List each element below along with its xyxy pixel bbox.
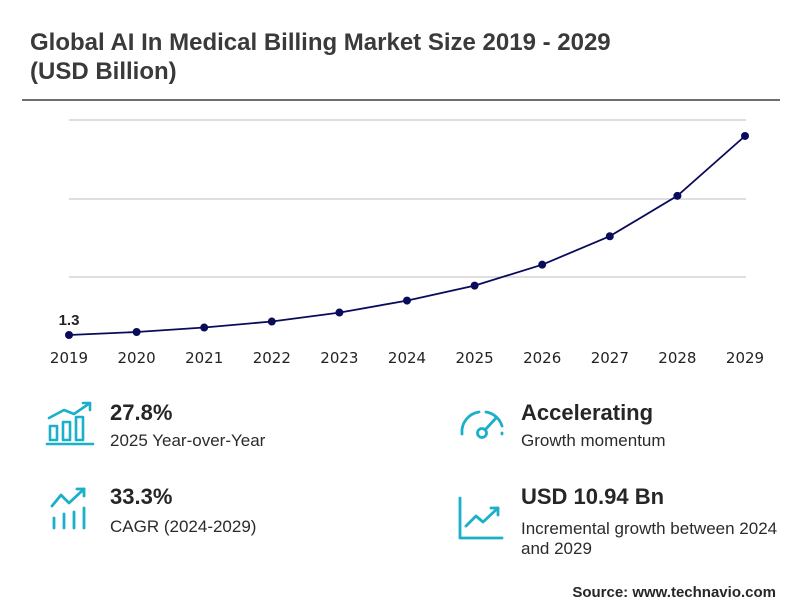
line-chart: 2019 2020 2021 2022 2023 2024 2025 2026 2027 2028… bbox=[50, 119, 764, 367]
data-point-2027 bbox=[605, 232, 614, 241]
line-growth-icon bbox=[458, 496, 504, 540]
data-point-2020 bbox=[132, 328, 141, 337]
series-line bbox=[68, 135, 746, 336]
data-point-2029 bbox=[741, 131, 749, 140]
x-tick-label: 2019 bbox=[50, 349, 88, 367]
stat-yoy-value: 27.8% bbox=[110, 400, 173, 425]
title-divider bbox=[22, 99, 780, 101]
stat-incremental-value: USD 10.94 Bn bbox=[521, 484, 665, 509]
data-point-2025 bbox=[470, 281, 479, 290]
x-tick-label: 2026 bbox=[523, 349, 561, 367]
x-tick-label: 2023 bbox=[320, 349, 358, 367]
x-tick-label: 2025 bbox=[456, 349, 494, 367]
stat-cagr-value: 33.3% bbox=[110, 484, 173, 509]
bar-chart-growth-icon bbox=[45, 401, 95, 446]
x-tick-label: 2027 bbox=[591, 349, 629, 367]
stat-cagr-label: CAGR (2024-2029) bbox=[110, 517, 257, 536]
stat-momentum-label: Growth momentum bbox=[521, 431, 666, 450]
speedometer-icon bbox=[460, 410, 504, 439]
stat-momentum-value: Accelerating bbox=[521, 400, 654, 425]
x-tick-label: 2028 bbox=[658, 349, 696, 367]
data-point-2024 bbox=[403, 296, 411, 305]
data-point-2022 bbox=[267, 317, 276, 326]
data-point-2021 bbox=[200, 323, 209, 332]
data-point-2026 bbox=[538, 260, 547, 269]
data-point-2019 bbox=[65, 331, 73, 339]
source-credit: Source: www.technavio.com bbox=[572, 584, 776, 601]
stat-incremental-label: Incremental growth between 2024 and 2029 bbox=[521, 519, 778, 558]
trend-bars-icon bbox=[50, 487, 86, 530]
x-tick-label: 2020 bbox=[118, 349, 156, 367]
x-tick-label: 2021 bbox=[185, 349, 223, 367]
chart-title: Global AI In Medical Billing Market Size… bbox=[30, 29, 611, 85]
x-tick-label: 2022 bbox=[253, 349, 291, 367]
data-label-2019: 1.3 bbox=[59, 312, 80, 329]
x-tick-label: 2029 bbox=[726, 349, 764, 367]
data-point-2028 bbox=[673, 191, 682, 200]
stat-yoy-label: 2025 Year-over-Year bbox=[110, 431, 266, 450]
x-tick-label: 2024 bbox=[388, 349, 426, 367]
data-point-2023 bbox=[335, 308, 344, 317]
